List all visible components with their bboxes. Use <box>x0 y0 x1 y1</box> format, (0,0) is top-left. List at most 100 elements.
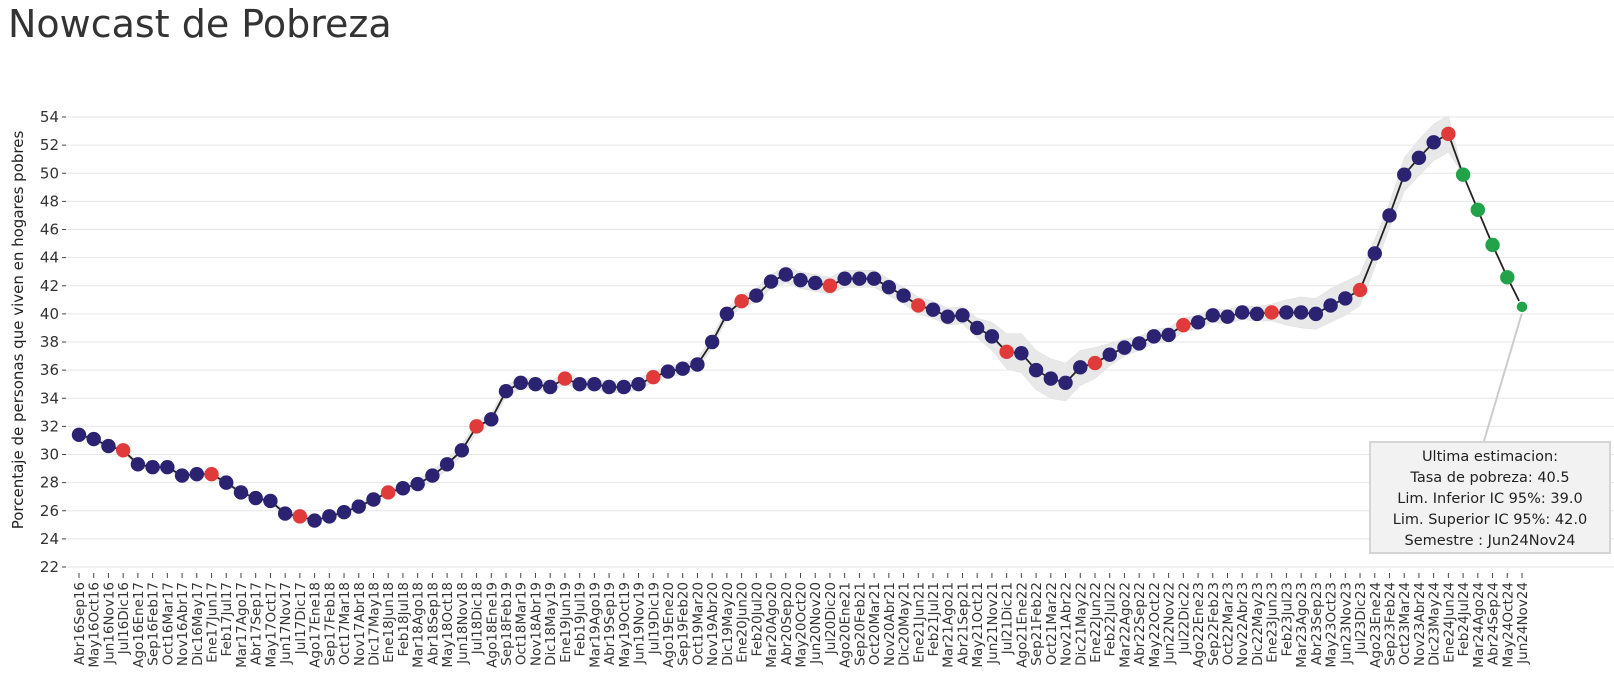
x-tick-label: Ene19Jun19 <box>558 582 574 663</box>
x-tick-label: Sep19Feb20 <box>676 582 692 666</box>
x-tick-label: Feb24Jul24 <box>1456 582 1472 657</box>
x-tick-label: Abr16Sep16 <box>72 582 88 665</box>
data-point <box>955 308 970 323</box>
x-tick-label: Oct23Mar24 <box>1397 582 1413 665</box>
data-point <box>808 275 823 291</box>
x-tick-label: Feb18Jul18 <box>396 582 412 657</box>
data-point <box>322 509 337 524</box>
x-tick-label: Abr20Sep20 <box>779 582 795 665</box>
y-tick-label: 36 <box>40 361 59 379</box>
data-point <box>1117 340 1132 355</box>
x-tick-label: Sep16Feb17 <box>146 582 162 666</box>
data-point <box>528 376 543 392</box>
x-tick-label: Mar22Ago22 <box>1117 582 1133 668</box>
x-tick-label: Ene21Jun21 <box>911 582 927 663</box>
annotation-semester-value: Jun24Nov24 <box>1487 533 1576 549</box>
x-tick-label: Sep17Feb18 <box>322 582 338 666</box>
data-point <box>793 272 808 288</box>
annotation-upper-label: Lim. Superior IC 95%: <box>1392 512 1551 528</box>
data-point <box>1293 305 1309 320</box>
data-point <box>1382 208 1397 223</box>
x-tick-label: Jul18Dic18 <box>470 582 486 655</box>
data-point <box>778 267 793 282</box>
data-point <box>1426 135 1441 150</box>
data-point <box>233 485 249 500</box>
annotation-lower-row: Lim. Inferior IC 95%: 39.0 <box>1371 489 1609 510</box>
data-point <box>866 271 882 286</box>
data-point <box>822 278 838 293</box>
x-tick-label: Nov21Abr22 <box>1059 582 1075 666</box>
data-point <box>1043 371 1059 386</box>
y-tick-label: 30 <box>40 446 59 464</box>
annotation-semester-label: Semestre : <box>1404 533 1483 549</box>
data-point <box>277 506 293 521</box>
x-tick-label: Mar19Ago19 <box>587 582 603 668</box>
data-point <box>940 309 955 324</box>
y-axis: 22 24 26 28 30 32 34 36 38 40 42 44 46 48 50 52 54 <box>40 108 66 576</box>
data-point <box>1264 305 1279 320</box>
x-tick-label: Feb22Jul22 <box>1103 582 1119 657</box>
x-tick-label: Jun21Nov21 <box>985 582 1001 665</box>
x-axis: Abr16Sep16May16Oct16Jun16Nov16Jul16Dic16… <box>72 573 1531 668</box>
x-tick-label: May16Oct16 <box>87 582 103 668</box>
x-tick-label: Oct18Mar19 <box>514 582 530 665</box>
data-point <box>1235 305 1250 320</box>
data-point <box>86 431 101 447</box>
data-point <box>115 443 131 458</box>
data-point <box>498 384 514 399</box>
x-tick-label: May24Oct24 <box>1500 582 1516 668</box>
y-tick-label: 28 <box>40 474 59 492</box>
x-tick-label: Nov20Abr21 <box>882 582 898 666</box>
annotation-leader-line <box>1483 312 1523 442</box>
data-point <box>336 504 352 520</box>
x-tick-label: May21Oct21 <box>970 582 986 668</box>
data-point <box>1131 336 1147 351</box>
x-tick-label: Ene20Jun20 <box>735 582 751 663</box>
x-tick-label: Ago23Ene24 <box>1368 582 1384 668</box>
data-point <box>557 371 573 386</box>
data-point <box>601 379 617 395</box>
data-point <box>1161 327 1176 343</box>
x-tick-label: Dic18May19 <box>543 582 559 666</box>
x-tick-label: Feb19Jul19 <box>573 582 589 657</box>
data-point <box>439 457 455 472</box>
data-point <box>1102 347 1117 362</box>
y-tick-label: 46 <box>40 221 59 239</box>
data-point <box>1470 202 1486 218</box>
x-tick-label: Dic19May20 <box>720 582 736 666</box>
data-point <box>734 294 749 309</box>
y-tick-label: 24 <box>40 530 59 548</box>
x-tick-label: Ago17Ene18 <box>308 582 324 668</box>
x-tick-label: May19Oct19 <box>617 582 633 668</box>
x-tick-label: Jun20Nov20 <box>808 582 824 665</box>
data-point <box>749 288 764 303</box>
x-tick-label: Jul22Dic22 <box>1176 582 1192 655</box>
data-point <box>719 306 735 322</box>
data-point <box>1087 355 1103 371</box>
data-point <box>1249 306 1265 322</box>
data-point <box>984 329 1000 344</box>
x-tick-label: Nov22Abr23 <box>1235 582 1251 666</box>
x-tick-label: Oct21Mar22 <box>1044 582 1060 665</box>
data-point <box>837 271 852 286</box>
x-tick-label: Ene18Jun18 <box>381 582 397 663</box>
x-tick-label: Ago20Ene21 <box>838 582 854 668</box>
data-point <box>852 271 867 286</box>
data-point <box>646 369 661 385</box>
x-tick-label: May18Oct18 <box>440 582 456 668</box>
annotation-rate-value: 40.5 <box>1537 470 1570 486</box>
x-tick-label: Nov19Abr20 <box>705 582 721 666</box>
data-point <box>1220 309 1235 324</box>
x-tick-label: Nov17Abr18 <box>352 582 368 666</box>
x-tick-label: Nov16Abr17 <box>175 582 191 666</box>
y-tick-label: 50 <box>40 164 59 182</box>
y-tick-label: 26 <box>40 502 59 520</box>
data-point <box>395 481 411 496</box>
data-point <box>145 459 160 475</box>
data-point <box>616 379 632 395</box>
data-point <box>1352 282 1368 298</box>
x-tick-label: Abr21Sep21 <box>955 582 971 665</box>
data-point <box>204 466 219 482</box>
x-tick-label: Abr22Sep22 <box>1132 582 1148 665</box>
